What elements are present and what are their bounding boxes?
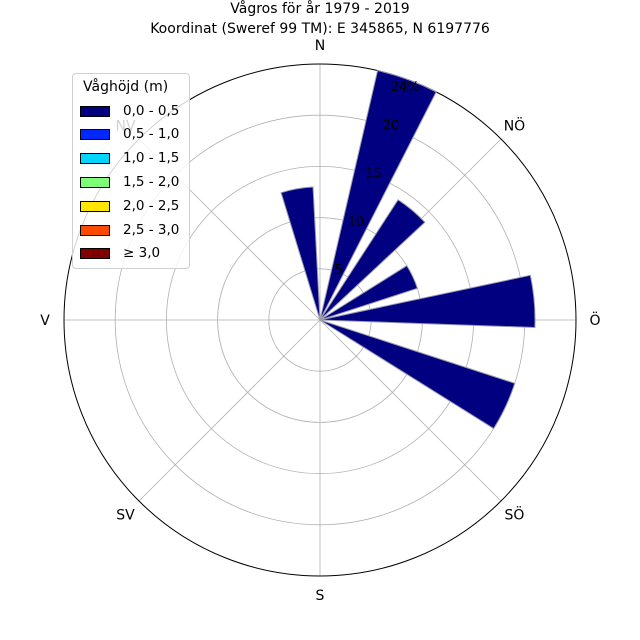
grid-spoke [138,319,321,502]
legend-label: 0,5 - 1,0 [123,126,180,142]
rose-bars [280,69,536,430]
legend-item: 2,5 - 3,0 [80,222,179,238]
legend-item: ≥ 3,0 [80,245,160,261]
direction-label: SÖ [505,505,525,523]
legend-swatch [80,247,110,259]
radial-tick-label: 10 [348,215,365,230]
legend: Våghöjd (m) 0,0 - 0,5 0,5 - 1,0 1,0 - 1,… [72,73,190,269]
rose-bar [319,199,426,321]
chart-title-line1: Vågros för år 1979 - 2019 [230,0,409,17]
legend-swatch [80,105,110,117]
radial-tick-label: 15 [365,167,382,182]
legend-label: 2,5 - 3,0 [123,222,180,238]
legend-item: 2,0 - 2,5 [80,198,179,214]
radial-tick-label: 5 [334,263,342,278]
legend-label: 1,5 - 2,0 [123,174,180,190]
legend-swatch [80,128,110,140]
direction-label: Ö [589,311,600,329]
legend-item: 1,5 - 2,0 [80,174,179,190]
legend-title: Våghöjd (m) [83,79,169,95]
radial-tick-labels: 5 10 15 20 24% [334,80,419,278]
polar-frame [63,63,577,577]
rose-bar [319,274,536,329]
legend-swatch [80,200,110,212]
radial-tick-label: 24% [391,80,420,95]
legend-swatch [80,176,110,188]
direction-label: SV [116,507,135,523]
direction-label: N [315,38,325,54]
legend-item: 0,0 - 0,5 [80,103,179,119]
direction-label: V [40,313,50,329]
radial-tick-label: 20 [383,119,400,134]
rose-bar [319,69,437,321]
direction-label: NÖ [504,117,526,135]
rose-bar [319,265,419,321]
rose-bar [319,319,516,430]
legend-label: 2,0 - 2,5 [123,198,180,214]
legend-swatch [80,152,110,164]
legend-item: 1,0 - 1,5 [80,150,179,166]
rose-bar [280,186,321,321]
grid-spoke [319,319,502,502]
legend-item: 0,5 - 1,0 [80,126,179,142]
direction-label: S [316,588,325,604]
chart-title-line2: Koordinat (Sweref 99 TM): E 345865, N 61… [150,21,490,37]
legend-label: ≥ 3,0 [123,245,161,261]
legend-swatch [80,224,110,236]
legend-label: 0,0 - 0,5 [123,103,180,119]
legend-label: 1,0 - 1,5 [123,150,180,166]
